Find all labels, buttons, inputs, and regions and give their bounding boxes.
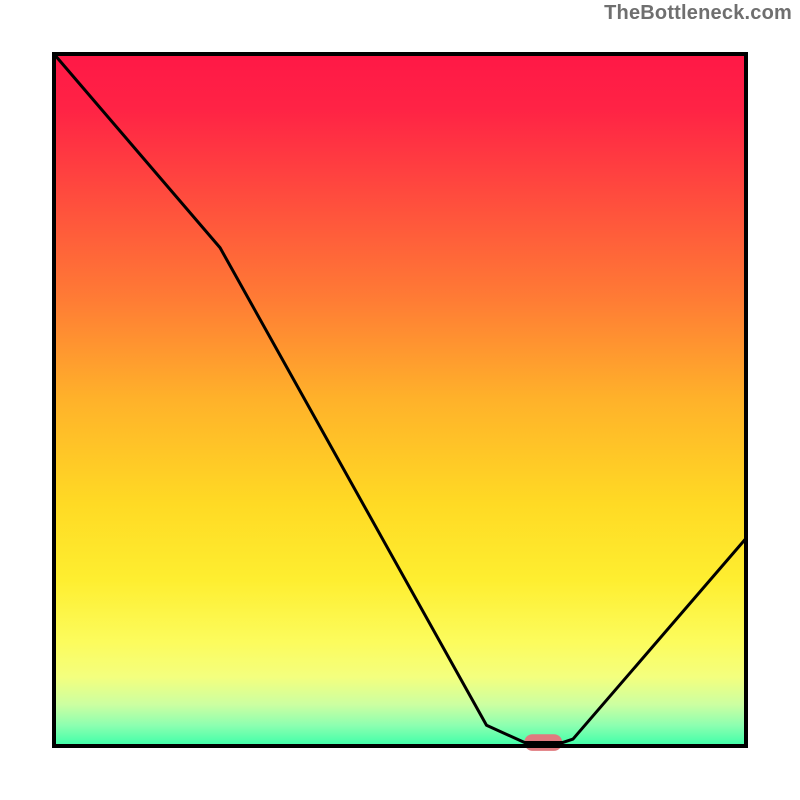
bottleneck-chart: [24, 24, 776, 776]
chart-container: { "watermark": { "text": "TheBottleneck.…: [0, 0, 800, 800]
gradient-background: [54, 54, 746, 746]
watermark-text: TheBottleneck.com: [604, 2, 792, 25]
